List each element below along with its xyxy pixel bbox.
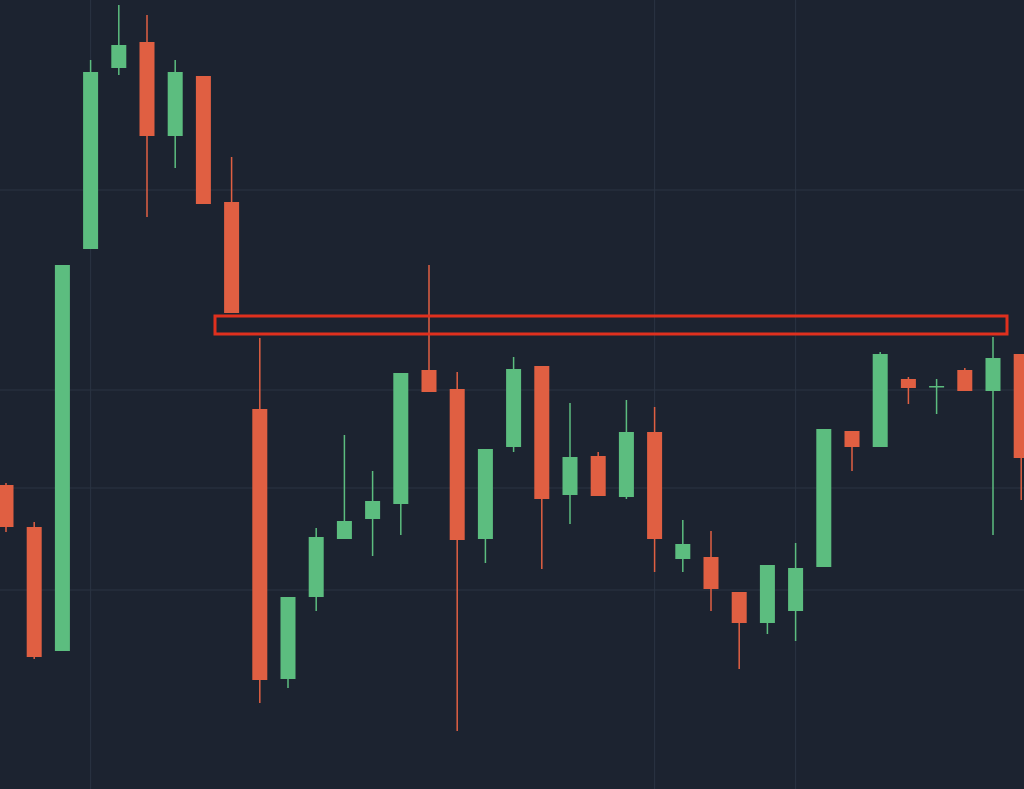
- candle-body: [929, 386, 945, 388]
- candle-body: [957, 370, 973, 391]
- candle-body: [54, 265, 70, 651]
- candle-body: [0, 485, 14, 527]
- candle-body: [562, 457, 578, 495]
- candle-body: [336, 521, 352, 539]
- candle-body: [1013, 354, 1024, 458]
- candle-body: [759, 565, 775, 623]
- candle-body: [985, 358, 1001, 391]
- candle-body: [26, 527, 42, 657]
- candle-body: [506, 369, 522, 447]
- candle-body: [393, 373, 409, 504]
- candle-body: [675, 544, 691, 559]
- candle-body: [308, 537, 324, 597]
- candle-body: [703, 557, 719, 589]
- candle-body: [590, 456, 606, 496]
- candle-body: [167, 72, 183, 136]
- candle-body: [844, 431, 860, 447]
- candle-body: [647, 432, 663, 539]
- candle-body: [477, 449, 493, 539]
- candle-body: [83, 72, 99, 249]
- candle-body: [872, 354, 888, 447]
- candle-body: [534, 366, 550, 499]
- candle-body: [421, 370, 437, 392]
- candle-body: [731, 592, 747, 623]
- candle-body: [900, 379, 916, 388]
- candle-body: [139, 42, 155, 136]
- candle-body: [618, 432, 634, 497]
- candle-body: [816, 429, 832, 567]
- candle-body: [252, 409, 268, 680]
- zone-box: [213, 314, 1009, 336]
- candle-body: [788, 568, 804, 611]
- candle-body: [224, 202, 240, 313]
- candle-body: [365, 501, 381, 519]
- candle-body: [111, 45, 127, 68]
- candle-body: [195, 76, 211, 204]
- candle-body: [449, 389, 465, 540]
- candle-body: [280, 597, 296, 679]
